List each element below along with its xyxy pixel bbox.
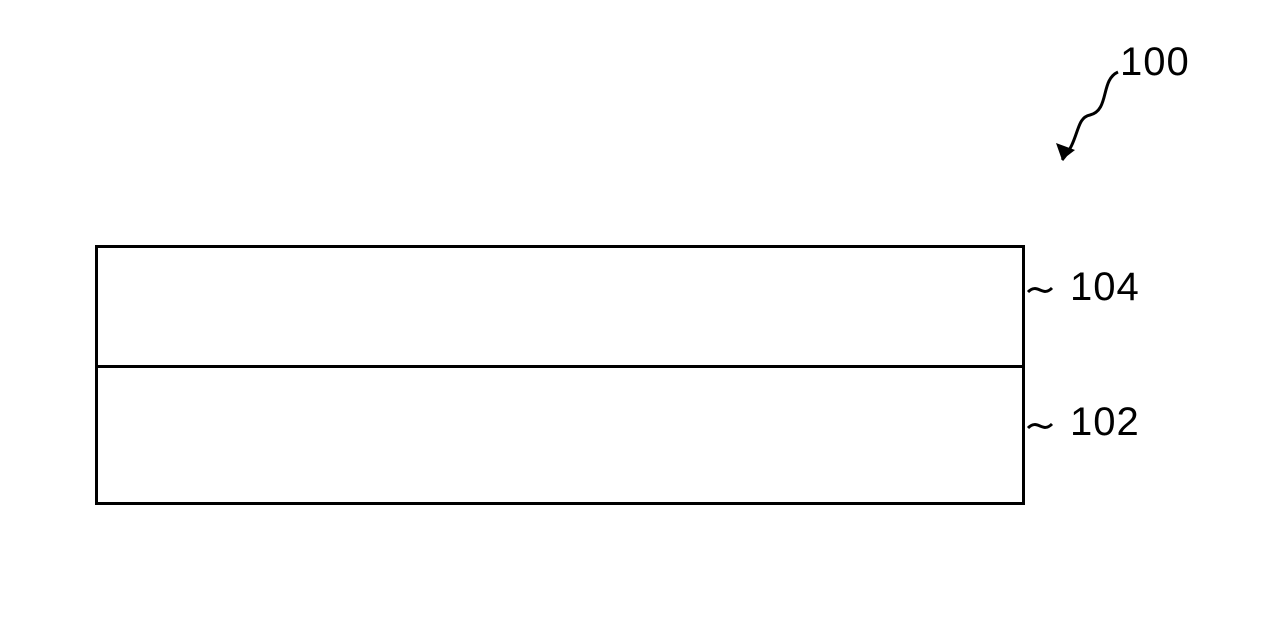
label-assembly: 100 bbox=[1120, 40, 1190, 85]
patent-figure: 100 104 102 bbox=[0, 0, 1269, 630]
leader-102 bbox=[0, 0, 1269, 630]
label-top-layer: 104 bbox=[1070, 265, 1140, 310]
label-bottom-layer: 102 bbox=[1070, 400, 1140, 445]
